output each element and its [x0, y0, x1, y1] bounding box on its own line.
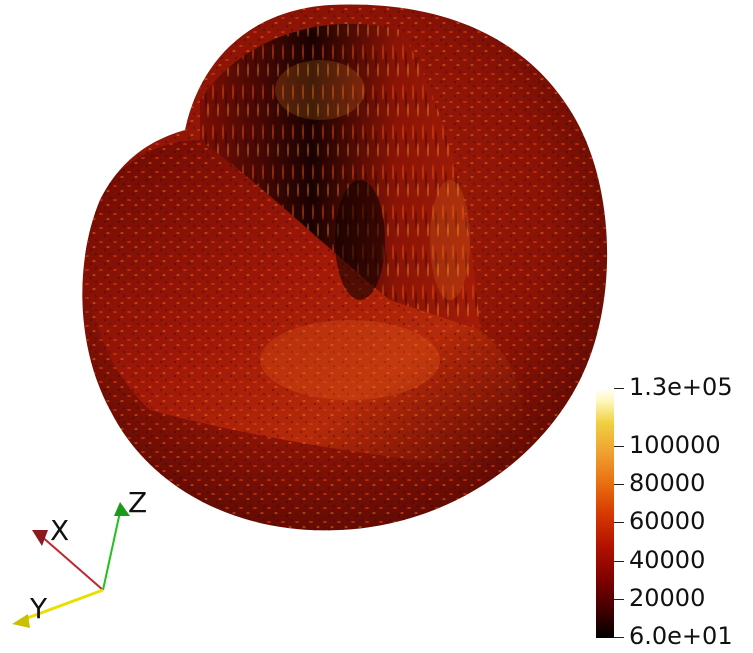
colorbar-label-80000: 80000 [629, 469, 706, 497]
colorbar-label-max: 1.3e+05 [629, 373, 733, 401]
colorbar-tick [614, 446, 624, 447]
axis-label-x: X [50, 514, 69, 547]
colorbar-tick [614, 388, 624, 389]
colorbar-label-40000: 40000 [629, 546, 706, 574]
colorbar-label-100000: 100000 [629, 431, 721, 459]
colorbar-tick [614, 561, 624, 562]
colorbar-label-20000: 20000 [629, 584, 706, 612]
scalar-bar [596, 388, 614, 638]
colorbar-label-min: 6.0e+01 [629, 622, 733, 650]
axis-label-z: Z [128, 486, 147, 519]
orientation-axes: X Z Y [12, 486, 147, 628]
axis-label-y: Y [29, 592, 48, 625]
colorbar-tick [614, 637, 624, 638]
colorbar-tick [614, 522, 624, 523]
colorbar-label-60000: 60000 [629, 507, 706, 535]
sphere-render [82, 4, 608, 531]
colorbar-tick [614, 484, 624, 485]
colorbar-tick [614, 599, 624, 600]
